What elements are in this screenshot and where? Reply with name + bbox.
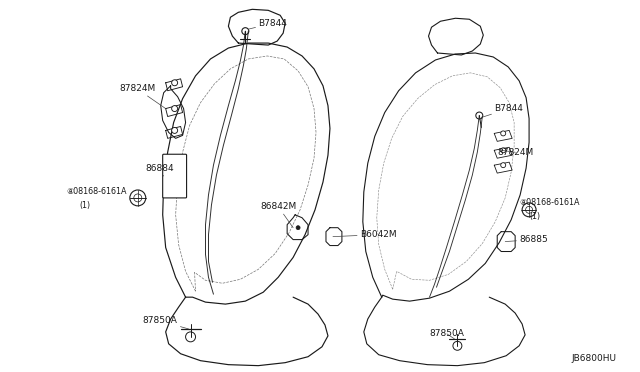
Text: 87850A: 87850A — [429, 329, 465, 339]
FancyBboxPatch shape — [163, 154, 187, 198]
Text: JB6800HU: JB6800HU — [572, 355, 616, 363]
Text: 86885: 86885 — [505, 235, 548, 244]
Text: 87824M: 87824M — [497, 148, 534, 157]
Text: (1): (1) — [79, 201, 90, 210]
Circle shape — [172, 106, 178, 112]
Text: B7844: B7844 — [481, 104, 523, 118]
Text: B7844: B7844 — [248, 19, 287, 29]
Circle shape — [172, 80, 178, 86]
Circle shape — [500, 131, 506, 136]
Circle shape — [500, 163, 506, 168]
Text: 87824M: 87824M — [119, 84, 166, 109]
Circle shape — [296, 226, 300, 230]
Text: 86842M: 86842M — [260, 202, 296, 228]
Circle shape — [172, 128, 178, 134]
Text: (1): (1) — [529, 212, 540, 221]
Text: ⑧08168-6161A: ⑧08168-6161A — [519, 198, 580, 207]
Text: ⑧08168-6161A: ⑧08168-6161A — [66, 187, 127, 196]
Text: B6042M: B6042M — [333, 230, 396, 239]
Circle shape — [500, 148, 506, 153]
Text: 86884: 86884 — [146, 164, 174, 176]
Text: 87850A: 87850A — [143, 317, 189, 329]
